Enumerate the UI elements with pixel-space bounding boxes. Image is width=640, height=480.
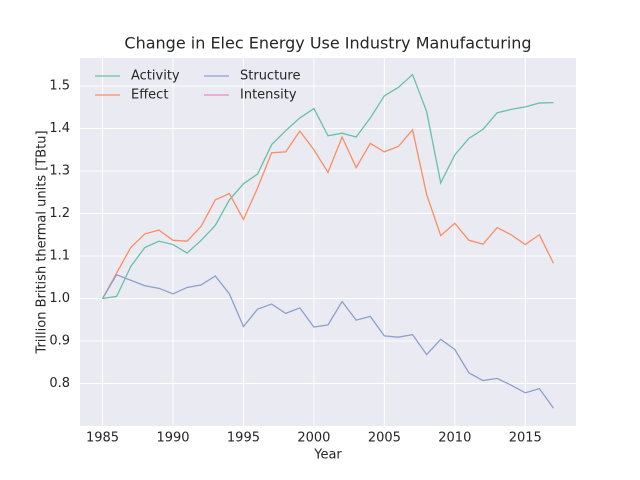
plot-area	[80, 58, 576, 426]
x-tick-label: 2000	[297, 431, 330, 446]
legend-label: Structure	[240, 69, 300, 84]
chart-title: Change in Elec Energy Use Industry Manuf…	[124, 34, 531, 53]
y-tick-label: 1.1	[49, 249, 70, 264]
x-tick-label: 2005	[368, 431, 401, 446]
x-tick-label: 1995	[227, 431, 260, 446]
x-tick-label: 2010	[438, 431, 471, 446]
x-tick-label: 1990	[156, 431, 189, 446]
legend-label: Activity	[131, 69, 180, 84]
line-series	[101, 128, 555, 299]
legend-label: Intensity	[240, 88, 297, 103]
y-tick-label: 0.8	[49, 376, 70, 391]
y-tick-label: 1.3	[49, 164, 70, 179]
y-tick-label: 1.4	[49, 121, 70, 136]
x-tick-label: 1985	[86, 431, 119, 446]
legend-label: Effect	[131, 88, 168, 103]
y-tick-label: 1.5	[49, 79, 70, 94]
y-tick-label: 1.2	[49, 206, 70, 221]
line-series	[101, 273, 554, 409]
x-axis-label: Year	[313, 448, 342, 463]
line-series	[102, 73, 554, 300]
y-axis-label: Trillion British thermal units [TBtu]	[35, 130, 50, 354]
y-tick-label: 1.0	[49, 291, 70, 306]
y-tick-label: 0.9	[49, 334, 70, 349]
x-tick-label: 2015	[509, 431, 542, 446]
